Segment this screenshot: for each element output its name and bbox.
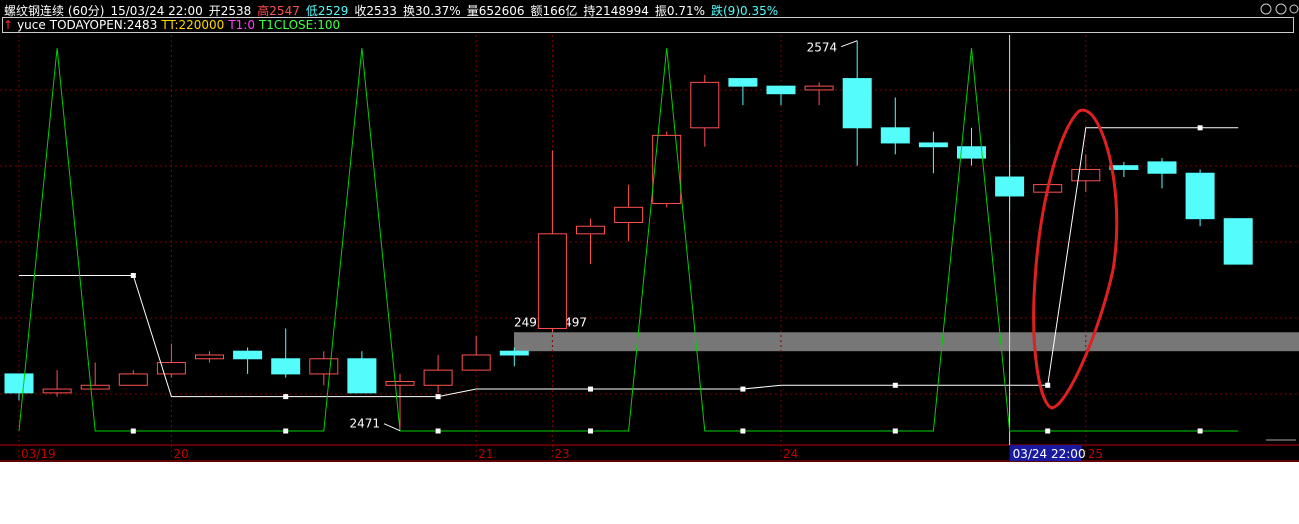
candle-body (614, 206, 644, 223)
annotation-leader (383, 423, 401, 432)
line-marker (892, 382, 898, 388)
indicator-item: TT:220000 (161, 18, 225, 32)
candle-body (423, 369, 453, 386)
header-item: 收2533 (354, 4, 397, 18)
candle-body (347, 358, 377, 394)
candle-body (918, 142, 948, 148)
candle-body (499, 350, 529, 356)
x-tick-label: 24 (783, 447, 798, 461)
line-marker (892, 428, 898, 434)
header-item: 振0.71% (654, 4, 705, 18)
candle-body (880, 127, 910, 144)
annotation: 2574 (807, 41, 838, 55)
line-marker (1197, 428, 1203, 434)
annotation-leader (841, 40, 858, 48)
indicator-item: yuce (17, 18, 46, 32)
x-tick-label: 23 (554, 447, 569, 461)
icon[interactable] (1289, 4, 1299, 14)
indicator-line (18, 47, 1239, 432)
candle-body (537, 233, 567, 329)
indicator-item: T1CLOSE:100 (258, 18, 341, 32)
candle-body (271, 358, 301, 375)
candle-body (195, 354, 224, 360)
header-item: 螺纹钢连续 (60分) (4, 4, 105, 18)
header: 螺纹钢连续 (60分) 15/03/24 22:00 开2538 高2547 低2529… (4, 2, 784, 19)
line-marker (130, 428, 136, 434)
candle-body (42, 388, 72, 394)
x-tick-label: 25 (1088, 447, 1103, 461)
x-tick-label: 03/19 (21, 447, 56, 461)
line-marker (283, 394, 289, 400)
line-marker (130, 272, 136, 278)
header-item: 额166亿 (530, 4, 578, 18)
candle-body (576, 225, 605, 235)
line-marker (588, 428, 593, 434)
candle-body (309, 358, 339, 375)
line-marker (1045, 428, 1051, 434)
price-band (514, 332, 1299, 352)
candle-body (804, 85, 834, 91)
candle-body (233, 350, 263, 360)
annotation: 2471 (349, 417, 380, 431)
candle-body (461, 354, 491, 371)
header-item: 量652606 (466, 4, 525, 18)
chart-background (0, 0, 1299, 462)
x-tick-label: 20 (173, 447, 188, 461)
line-marker (435, 394, 441, 400)
arrow-icon: ↑ (3, 18, 14, 32)
header-item: 开2538 (208, 4, 252, 18)
grid (0, 89, 1299, 395)
indicator-item: TODAYOPEN:2483 (49, 18, 158, 32)
line-marker (283, 428, 289, 434)
header-item: 低2529 (305, 4, 349, 18)
candle-body (385, 380, 415, 386)
candle-body (1147, 161, 1177, 174)
candle-body (1109, 165, 1139, 170)
line-marker (740, 428, 746, 434)
line-marker (740, 386, 746, 392)
cursor-label-box (1009, 445, 1082, 461)
indicator-line (19, 127, 1239, 398)
candle-body (118, 373, 148, 386)
indicator-bar: ↑ yuce TODAYOPEN:2483 TT:220000 T1:0 T1CLOSE:… (2, 17, 1294, 33)
candle-body (1071, 168, 1101, 182)
line-marker (1197, 125, 1203, 131)
cursor-label: 03/24 22:00 (1013, 447, 1086, 461)
candle-body (728, 78, 758, 87)
candle-body (842, 78, 872, 129)
header-item: 持2148994 (583, 4, 649, 18)
candle-body (80, 384, 110, 390)
header-item: 跌(9)0.35% (711, 4, 779, 18)
hand-drawn-circle (1032, 108, 1119, 410)
candle-body (766, 85, 796, 95)
line-marker (1045, 382, 1051, 388)
header-item: 换30.37% (402, 4, 461, 18)
line-marker (588, 386, 593, 392)
icon[interactable] (1275, 3, 1287, 15)
candle-body (4, 373, 34, 394)
candle-body (957, 146, 986, 159)
candle-body (1223, 218, 1253, 265)
line-marker (435, 428, 441, 434)
header-item: 15/03/24 22:00 (110, 4, 203, 18)
icon[interactable] (1260, 3, 1272, 15)
candle-body (690, 81, 720, 129)
candle-body (1185, 172, 1215, 220)
indicator-item: T1:0 (228, 18, 255, 32)
candle-body (995, 176, 1025, 197)
x-tick-label: 21 (478, 447, 493, 461)
header-item: 高2547 (257, 4, 300, 18)
candle-body (156, 362, 186, 375)
